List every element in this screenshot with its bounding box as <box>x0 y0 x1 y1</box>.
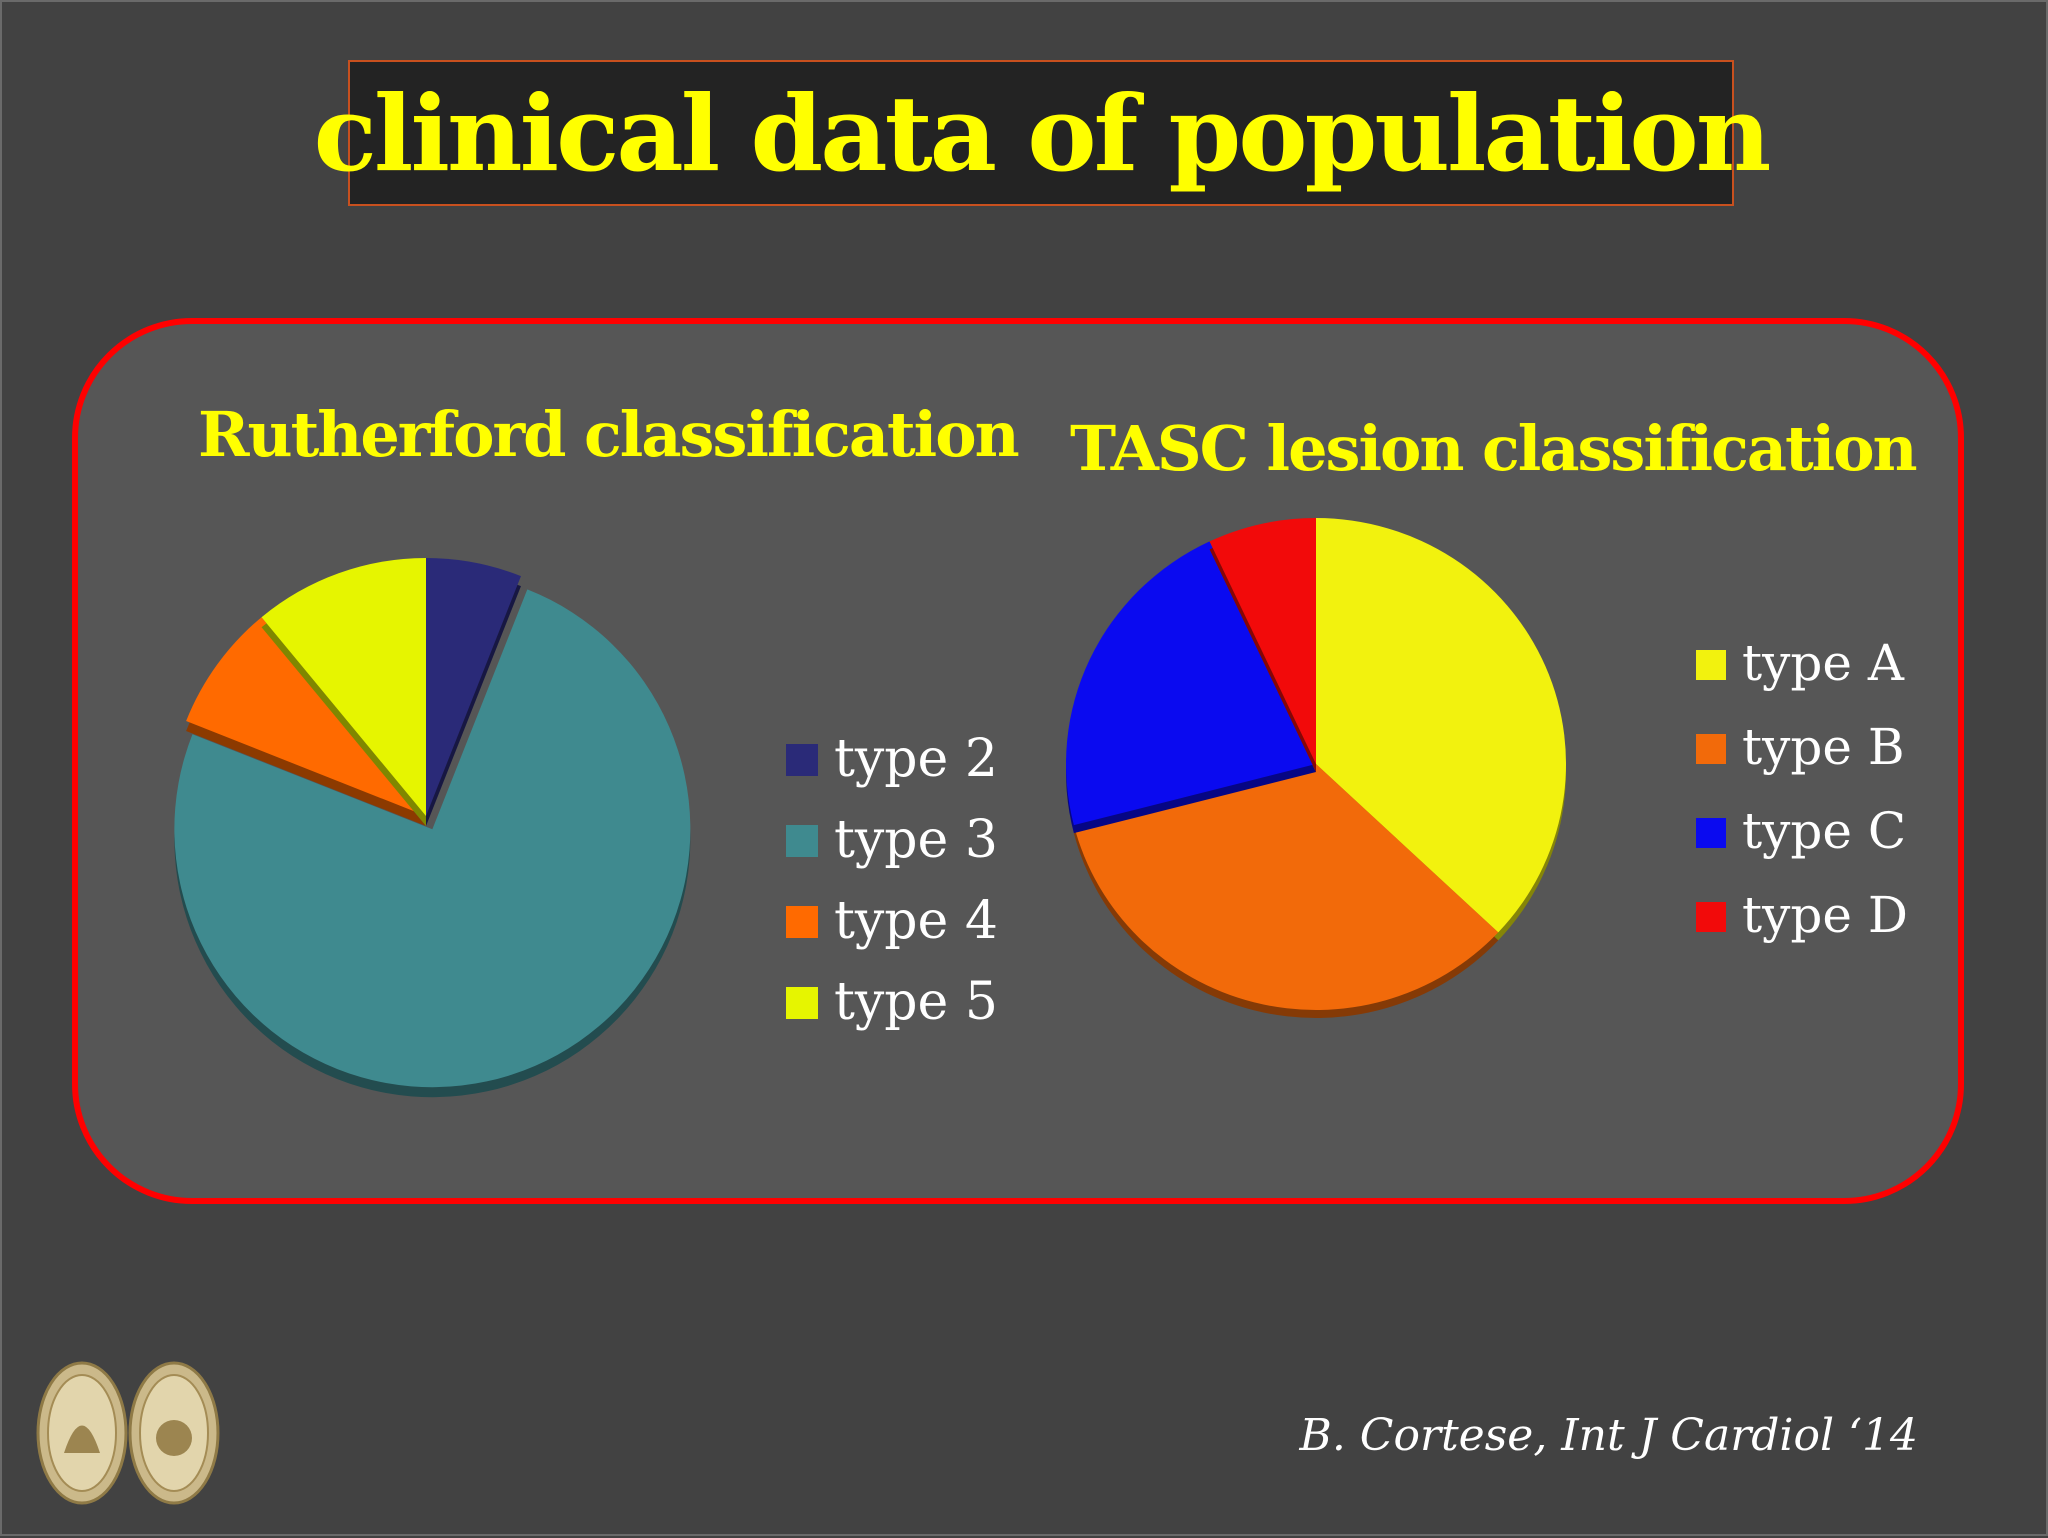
pie-slice-type-5 <box>261 558 426 816</box>
slide-title: clinical data of population <box>313 71 1772 195</box>
pie-slice-type-a <box>1316 518 1567 933</box>
pie-slice-type-b <box>1073 764 1499 1010</box>
legend-label-type-5: type 5 <box>834 972 998 1032</box>
pie-chart-rutherford <box>174 558 691 1098</box>
legend-label-type-d: type D <box>1742 886 1908 944</box>
legend-swatch-type-4 <box>786 906 818 938</box>
legend-label-type-b: type B <box>1742 718 1905 776</box>
legend-swatch-type-3 <box>786 825 818 857</box>
legend-tasc: type A type B type C type D <box>1696 634 1908 944</box>
legend-label-type-3: type 3 <box>834 810 998 870</box>
legend-label-type-a: type A <box>1742 634 1905 692</box>
pie-chart-tasc <box>1066 518 1567 1018</box>
legend-swatch-type-5 <box>786 987 818 1019</box>
pie-slice-type-4 <box>186 617 426 816</box>
chart-title-tasc: TASC lesion classification <box>1070 412 1918 485</box>
pie-slice-type-2 <box>426 558 521 816</box>
title-box: clinical data of population <box>314 60 1771 206</box>
legend-swatch-type-c <box>1696 818 1726 848</box>
legend-label-type-2: type 2 <box>834 729 998 789</box>
chart-title-rutherford: Rutherford classification <box>198 398 1020 471</box>
legend-swatch-type-2 <box>786 744 818 776</box>
legend-swatch-type-d <box>1696 902 1726 932</box>
society-seal-logo <box>36 1361 220 1505</box>
legend-rutherford: type 2 type 3 type 4 type 5 <box>786 729 998 1032</box>
pie-slice-type-d <box>1209 518 1316 764</box>
legend-label-type-c: type C <box>1742 802 1906 860</box>
legend-label-type-4: type 4 <box>834 891 998 951</box>
pie-slice-type-3 <box>174 589 691 1088</box>
legend-swatch-type-b <box>1696 734 1726 764</box>
pie-slice-type-c <box>1066 541 1316 826</box>
legend-swatch-type-a <box>1696 650 1726 680</box>
citation: B. Cortese, Int J Cardiol ‘14 <box>1299 1410 1918 1461</box>
